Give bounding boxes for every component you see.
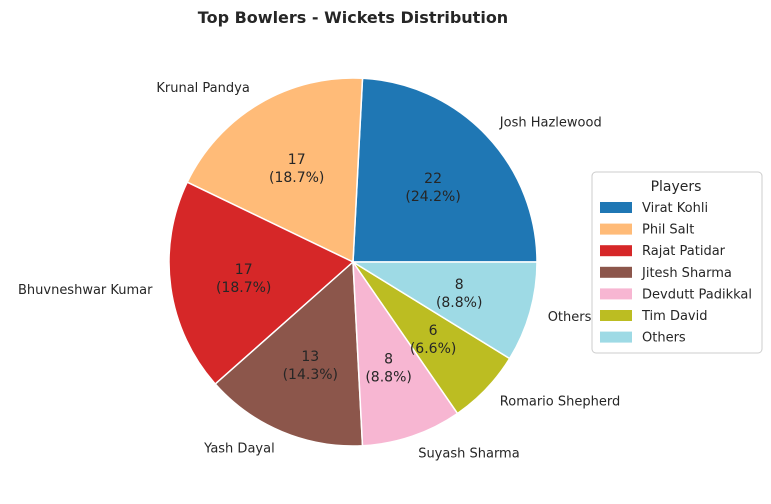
pie-slice (214, 260, 364, 447)
legend-entry: Rajat Patidar (642, 244, 726, 259)
slice-percent-label: (6.6%) (410, 341, 457, 357)
slice-name-label: Others (548, 310, 592, 325)
legend-entry: Tim David (641, 309, 707, 324)
slice-value-label: 17 (235, 262, 253, 278)
slice-value-label: 17 (288, 152, 306, 168)
chart-title: Top Bowlers - Wickets Distribution (198, 8, 508, 27)
slice-percent-label: (24.2%) (405, 189, 460, 205)
legend-entry: Devdutt Padikkal (642, 287, 752, 302)
slice-value-label: 8 (455, 277, 464, 293)
legend-swatch (600, 223, 632, 235)
slice-labels: Josh Hazlewood 22 (24.2%) Krunal Pandya 17 (1… (18, 81, 620, 462)
legend-title: Players (651, 179, 702, 195)
legend-swatch (600, 266, 632, 278)
pie-slice (168, 181, 355, 386)
legend-entry: Phil Salt (642, 223, 694, 238)
legend-entry: Virat Kohli (642, 201, 708, 216)
slice-name-label: Yash Dayal (203, 442, 275, 457)
slice-name-label: Bhuvneshwar Kumar (18, 283, 153, 298)
pie-slice (352, 77, 538, 263)
slice-value-label: 6 (429, 323, 438, 339)
pie-slice (352, 259, 459, 447)
slice-name-label: Suyash Sharma (418, 447, 520, 462)
pie-slice (350, 261, 538, 360)
slice-percent-label: (18.7%) (269, 170, 324, 186)
slice-value-label: 8 (384, 352, 393, 368)
legend-swatch (600, 310, 632, 321)
legend-swatch (600, 202, 632, 213)
legend-entry: Jitesh Sharma (641, 266, 732, 281)
pie-slices (168, 77, 538, 447)
slice-percent-label: (14.3%) (283, 367, 338, 383)
slice-name-label: Krunal Pandya (156, 81, 249, 96)
pie-slice (186, 77, 364, 264)
slice-value-label: 13 (301, 349, 319, 365)
slice-percent-label: (18.7%) (216, 280, 271, 296)
slice-value-label: 22 (424, 171, 442, 187)
legend-swatch (600, 331, 632, 343)
slice-name-label: Romario Shepherd (500, 394, 620, 409)
legend: Players Virat Kohli Phil Salt Rajat Patida… (591, 171, 763, 354)
legend-swatch (600, 288, 632, 300)
legend-frame (591, 171, 763, 354)
slice-percent-label: (8.8%) (436, 295, 483, 311)
legend-swatch (600, 245, 632, 257)
legend-entry: Others (642, 331, 686, 346)
slice-percent-label: (8.8%) (365, 370, 412, 386)
slice-name-label: Josh Hazlewood (499, 116, 602, 131)
